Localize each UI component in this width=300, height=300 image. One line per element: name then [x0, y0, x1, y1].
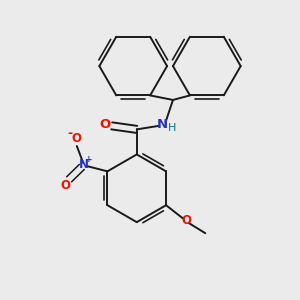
Text: -: -	[68, 127, 73, 140]
Text: H: H	[168, 123, 176, 133]
Text: N: N	[79, 158, 89, 171]
Text: O: O	[100, 118, 111, 131]
Text: O: O	[181, 214, 191, 227]
Text: O: O	[61, 179, 70, 192]
Text: +: +	[85, 155, 92, 164]
Text: O: O	[71, 133, 81, 146]
Text: N: N	[157, 118, 168, 131]
